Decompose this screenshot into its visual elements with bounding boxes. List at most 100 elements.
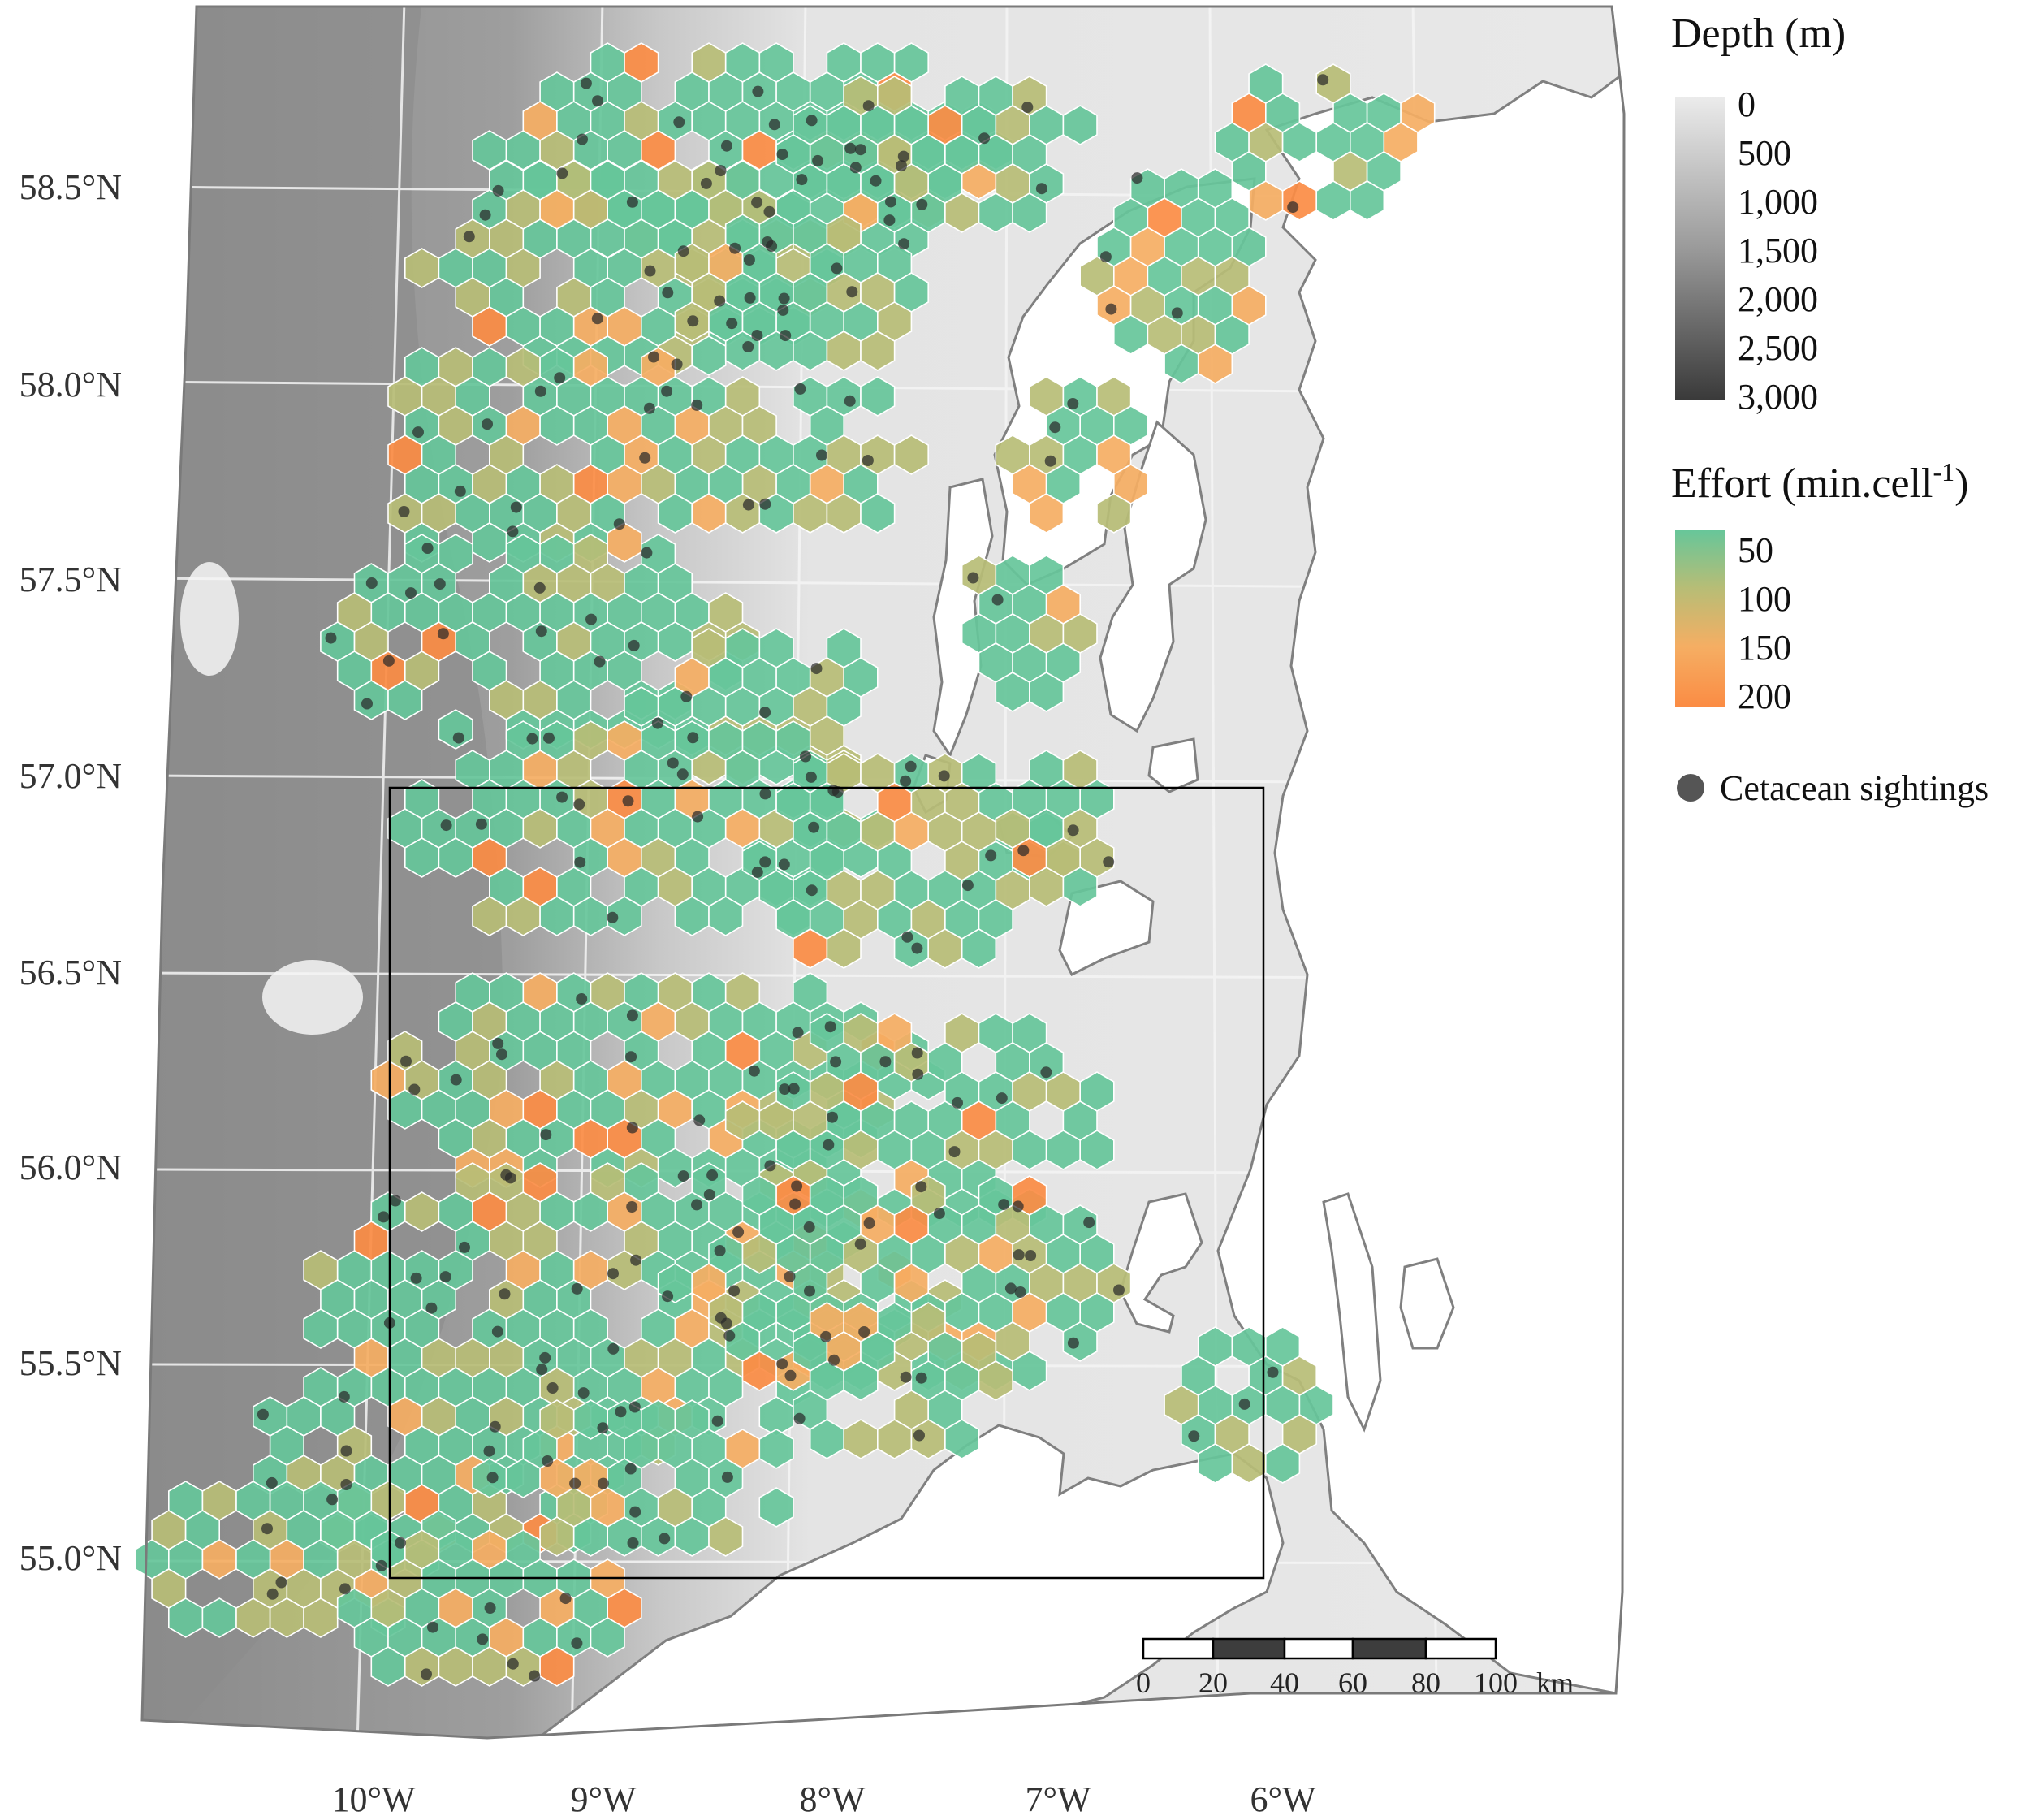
cetacean-sighting-point — [499, 1288, 511, 1300]
cetacean-sighting-point — [1317, 74, 1329, 86]
cetacean-sighting-point — [1025, 1250, 1037, 1261]
cetacean-sighting-point — [626, 196, 638, 208]
cetacean-sighting-point — [1035, 183, 1047, 195]
cetacean-sighting-point — [398, 506, 410, 517]
cetacean-sighting-point — [613, 518, 625, 530]
cetacean-sighting-point — [759, 788, 771, 800]
cetacean-sighting-point — [759, 498, 771, 510]
effort-tick-50: 50 — [1738, 530, 1773, 570]
seamount-anton-dohrn — [262, 960, 363, 1035]
lat-label-57-5: 57.5°N — [19, 560, 122, 599]
effort-legend-ticks: 50 100 150 200 — [1738, 530, 1791, 716]
cetacean-sighting-point — [340, 1479, 352, 1490]
cetacean-sighting-point — [662, 1290, 674, 1303]
cetacean-sighting-point — [628, 1401, 641, 1413]
effort-hex-cell — [1029, 672, 1065, 712]
cetacean-sighting-point — [491, 1325, 503, 1338]
cetacean-sighting-point — [659, 1533, 671, 1545]
cetacean-sighting-point — [726, 318, 738, 330]
cetacean-sighting-point — [714, 295, 726, 307]
cetacean-sighting-point — [573, 798, 585, 811]
cetacean-sighting-point — [759, 856, 771, 868]
cetacean-sighting-point — [427, 1621, 438, 1633]
cetacean-sighting-point — [607, 1268, 619, 1280]
cetacean-sighting-point — [440, 819, 452, 832]
cetacean-sighting-point — [912, 1068, 924, 1080]
cetacean-sighting-point — [569, 1477, 581, 1489]
effort-hex-cell — [860, 376, 896, 417]
cetacean-sighting-point — [751, 197, 763, 209]
cetacean-sighting-point — [410, 1272, 422, 1284]
cetacean-sighting-point — [577, 133, 588, 145]
scale-tick-100: 100 — [1474, 1667, 1518, 1699]
cetacean-sighting-point — [571, 1637, 583, 1649]
cetacean-sighting-point — [827, 1111, 838, 1123]
cetacean-sighting-point — [849, 162, 862, 174]
cetacean-sighting-point — [693, 1114, 706, 1126]
cetacean-sighting-point — [687, 732, 699, 744]
cetacean-sighting-point — [858, 1326, 870, 1338]
cetacean-sighting-point — [571, 1282, 583, 1295]
cetacean-sighting-point — [625, 1051, 637, 1063]
cetacean-sighting-point — [539, 1351, 551, 1364]
cetacean-sighting-point — [985, 849, 997, 862]
cetacean-sighting-point — [554, 372, 566, 384]
cetacean-sighting-point — [421, 543, 434, 554]
effort-hex-cell — [1096, 493, 1132, 534]
cetacean-sighting-point — [459, 1241, 470, 1253]
cetacean-sighting-point — [607, 1342, 620, 1355]
cetacean-sighting-point — [788, 1083, 800, 1095]
depth-colorbar — [1675, 97, 1726, 400]
cetacean-sighting-point — [900, 1371, 912, 1383]
effort-colorbar — [1675, 530, 1726, 707]
cetacean-sighting-point — [454, 485, 466, 497]
scale-bar: 0 20 40 60 80 100 km — [1136, 1637, 1574, 1699]
cetacean-sighting-point — [692, 811, 704, 823]
cetacean-sighting-point — [914, 1429, 925, 1442]
cetacean-sighting-point — [862, 455, 874, 466]
cetacean-sighting-point — [898, 238, 910, 250]
sightings-legend: Cetacean sightings — [1677, 768, 1989, 808]
cetacean-sighting-point — [489, 1420, 501, 1433]
cetacean-sighting-point — [776, 1358, 788, 1370]
cetacean-sighting-point — [948, 1146, 961, 1158]
cetacean-sighting-point — [862, 100, 875, 112]
cetacean-sighting-point — [820, 1330, 832, 1342]
depth-legend-title: Depth (m) — [1671, 11, 1846, 57]
cetacean-sighting-point — [793, 1412, 806, 1424]
cetacean-sighting-point — [1012, 1200, 1024, 1213]
cetacean-sighting-point — [482, 418, 493, 430]
depth-tick-1500: 1,500 — [1738, 231, 1818, 270]
cetacean-sighting-point — [791, 1180, 803, 1192]
cetacean-sighting-point — [535, 625, 547, 638]
cetacean-sighting-point — [651, 717, 663, 729]
cetacean-sighting-point — [721, 1471, 733, 1483]
effort-hex-cell — [1350, 180, 1385, 221]
cetacean-sighting-point — [382, 655, 395, 667]
cetacean-sighting-point — [1004, 1282, 1017, 1295]
cetacean-sighting-point — [742, 499, 754, 511]
effort-hex-cell — [1012, 192, 1047, 233]
cetacean-sighting-point — [1287, 201, 1299, 214]
cetacean-sighting-point — [475, 818, 487, 830]
cetacean-sighting-point — [998, 1199, 1010, 1211]
cetacean-sighting-point — [534, 385, 546, 397]
cetacean-sighting-point — [792, 1027, 804, 1039]
cetacean-sighting-point — [763, 205, 775, 218]
cetacean-sighting-point — [585, 613, 597, 625]
cetacean-sighting-point — [723, 1329, 736, 1342]
cetacean-sighting-point — [627, 1537, 639, 1549]
longitude-axis: 10°W 9°W 8°W 7°W 6°W — [331, 1779, 1316, 1819]
cetacean-sighting-point — [764, 1160, 776, 1172]
cetacean-sighting-point — [844, 142, 857, 154]
cetacean-sighting-point — [559, 1593, 572, 1605]
cetacean-sighting-point — [626, 1122, 638, 1134]
land-kintyre — [1322, 1192, 1382, 1433]
cetacean-sighting-point — [400, 1055, 412, 1067]
cetacean-sighting-point — [1099, 251, 1112, 263]
cetacean-sighting-point — [576, 993, 588, 1005]
cetacean-sighting-point — [743, 254, 755, 266]
lat-label-55-5: 55.5°N — [19, 1343, 122, 1383]
cetacean-sighting-point — [879, 1056, 892, 1068]
land-skye — [1099, 420, 1207, 733]
